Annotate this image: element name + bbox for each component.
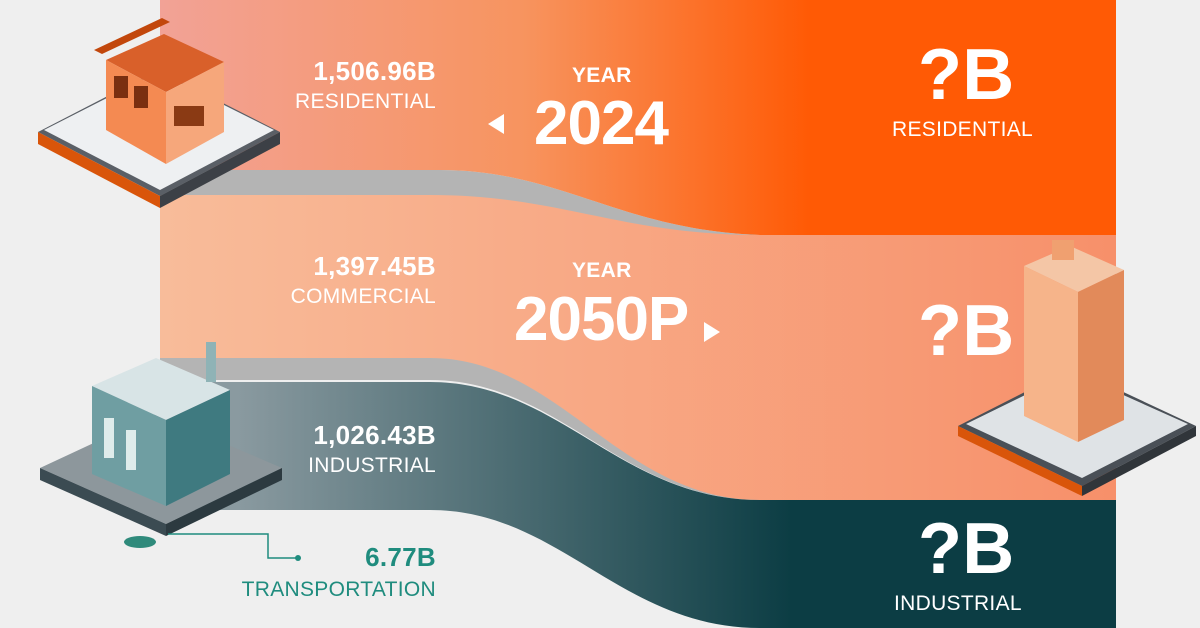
industrial-flow [160, 382, 1116, 628]
year-2024-value: 2024 [534, 89, 669, 158]
car-icon [124, 536, 156, 548]
industrial-2024-value: 1,026.43B [313, 420, 436, 450]
commercial-2024-label: COMMERCIAL [290, 285, 436, 308]
industrial-2050-value: ?B [918, 509, 1015, 589]
year-2050-caption: YEAR [572, 259, 632, 282]
residential-2024-label: RESIDENTIAL [295, 90, 436, 113]
residential-2050-label: RESIDENTIAL [892, 118, 1033, 141]
transportation-connector [168, 533, 301, 561]
factory-illustration [40, 342, 282, 548]
residential-2050-value: ?B [918, 35, 1015, 115]
industrial-2024-label: INDUSTRIAL [308, 454, 436, 477]
skyscraper-illustration [958, 240, 1196, 496]
commercial-2050-value: ?B [918, 291, 1015, 371]
residential-flow [160, 0, 1116, 235]
transportation-2024-value: 6.77B [365, 542, 436, 572]
arrow-left-icon [488, 114, 504, 134]
transportation-2024-label: TRANSPORTATION [241, 578, 436, 601]
house-illustration [38, 18, 280, 208]
commercial-2024-value: 1,397.45B [313, 251, 436, 281]
industrial-2050-label: INDUSTRIAL [894, 592, 1022, 615]
commercial-flow [160, 195, 1116, 500]
year-2050-value: 2050P [514, 285, 689, 354]
arrow-right-icon [704, 322, 720, 342]
year-2024-caption: YEAR [572, 64, 632, 87]
residential-2024-value: 1,506.96B [313, 56, 436, 86]
